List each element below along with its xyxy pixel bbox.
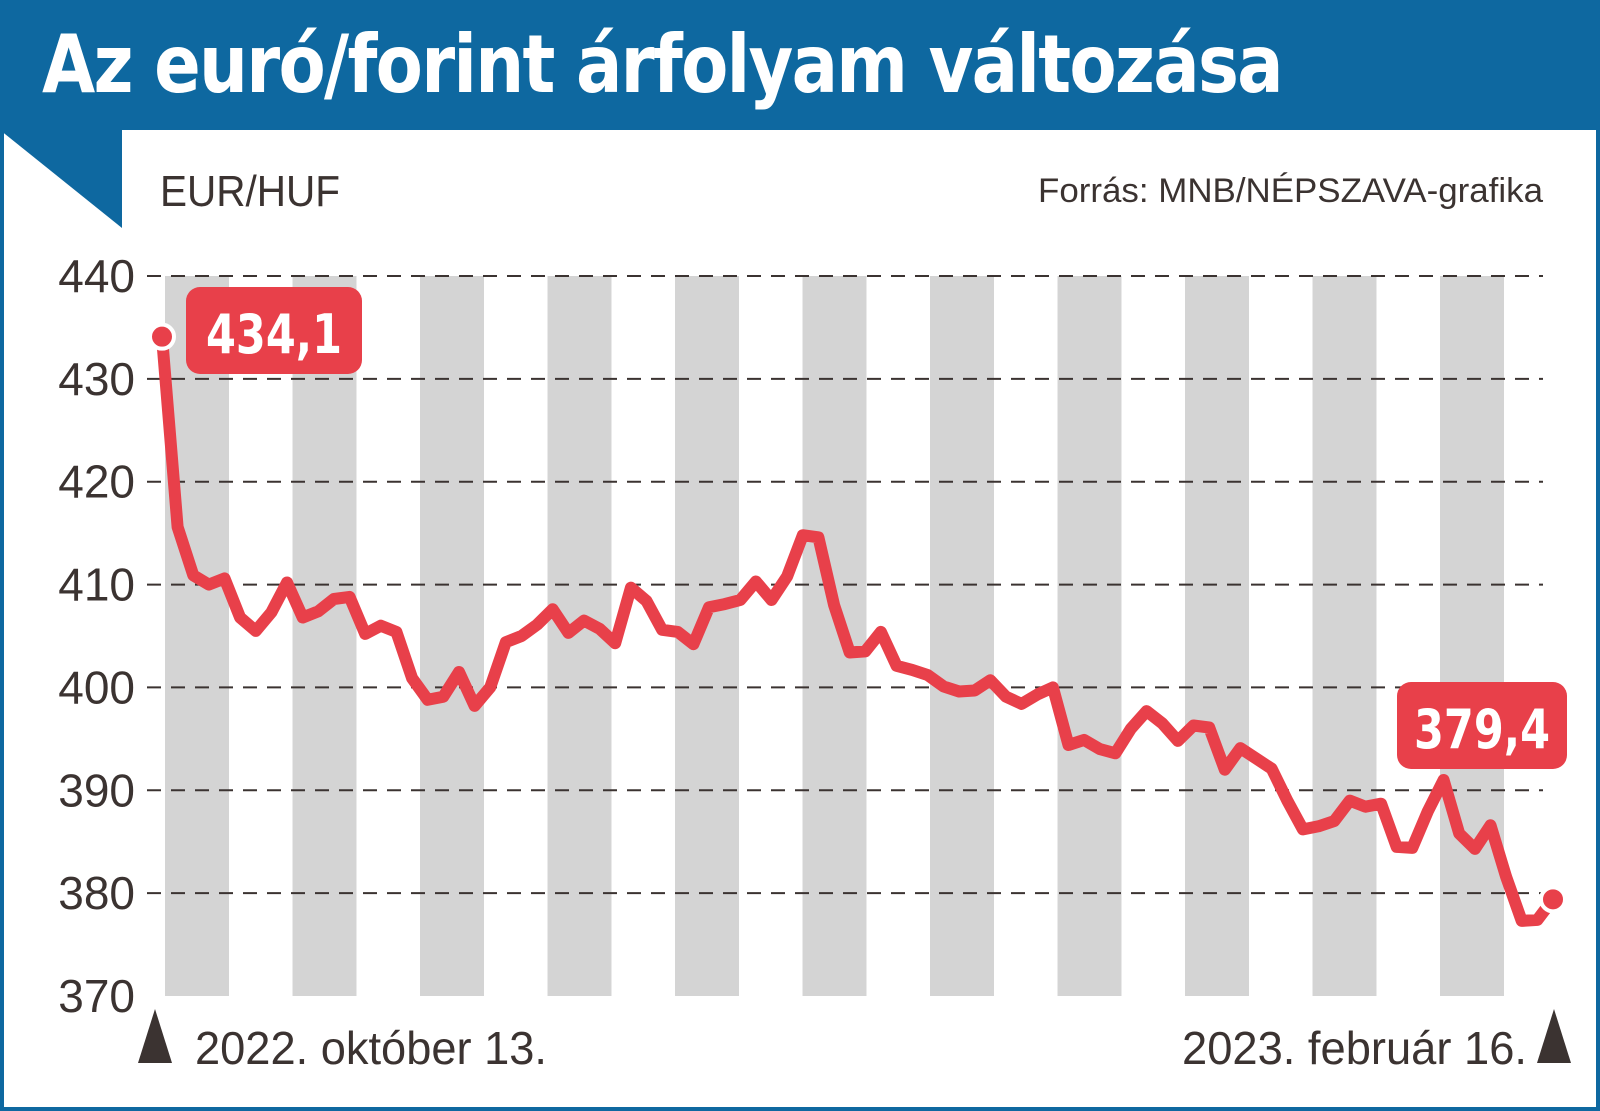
background-band [292, 276, 357, 996]
background-band [930, 276, 994, 996]
background-band [1185, 276, 1249, 996]
y-tick-label: 420 [58, 456, 135, 508]
start-value-box [186, 287, 362, 374]
start-value-label: 434,1 [206, 303, 342, 366]
background-band [1057, 276, 1122, 996]
background-band [420, 276, 484, 996]
end-date-label: 2023. február 16. [1182, 1022, 1527, 1074]
y-tick-label: 430 [58, 353, 135, 405]
end-value-callout: 379,4 [1397, 682, 1567, 769]
series-line [156, 330, 1559, 927]
background-band [1312, 276, 1377, 996]
y-tick-label: 440 [58, 250, 135, 302]
y-axis-ticks: 440 430 420 410 400 390 380 370 [58, 250, 135, 1022]
unit-label: EUR/HUF [160, 167, 340, 216]
background-band [1440, 276, 1504, 996]
gridlines [147, 275, 1543, 895]
end-value-label: 379,4 [1414, 698, 1550, 761]
end-arrow-icon [1537, 1009, 1571, 1063]
start-point [148, 322, 176, 351]
end-value-box [1397, 682, 1567, 769]
title-banner: Az euró/forint árfolyam változása [0, 0, 1600, 130]
background-band [165, 276, 229, 996]
y-tick-label: 370 [58, 970, 135, 1022]
page-title: Az euró/forint árfolyam változása [42, 18, 1284, 111]
y-tick-label: 400 [58, 661, 135, 713]
background-band [802, 276, 867, 996]
y-tick-label: 410 [58, 559, 135, 611]
source-label: Forrás: MNB/NÉPSZAVA-grafika [1038, 172, 1543, 210]
start-arrow-icon [138, 1009, 172, 1063]
start-date-label: 2022. október 13. [195, 1022, 547, 1074]
y-tick-label: 390 [58, 764, 135, 816]
y-tick-label: 380 [58, 867, 135, 919]
start-value-callout: 434,1 [186, 287, 362, 374]
banner-tab [0, 130, 122, 228]
end-point [1539, 885, 1567, 914]
